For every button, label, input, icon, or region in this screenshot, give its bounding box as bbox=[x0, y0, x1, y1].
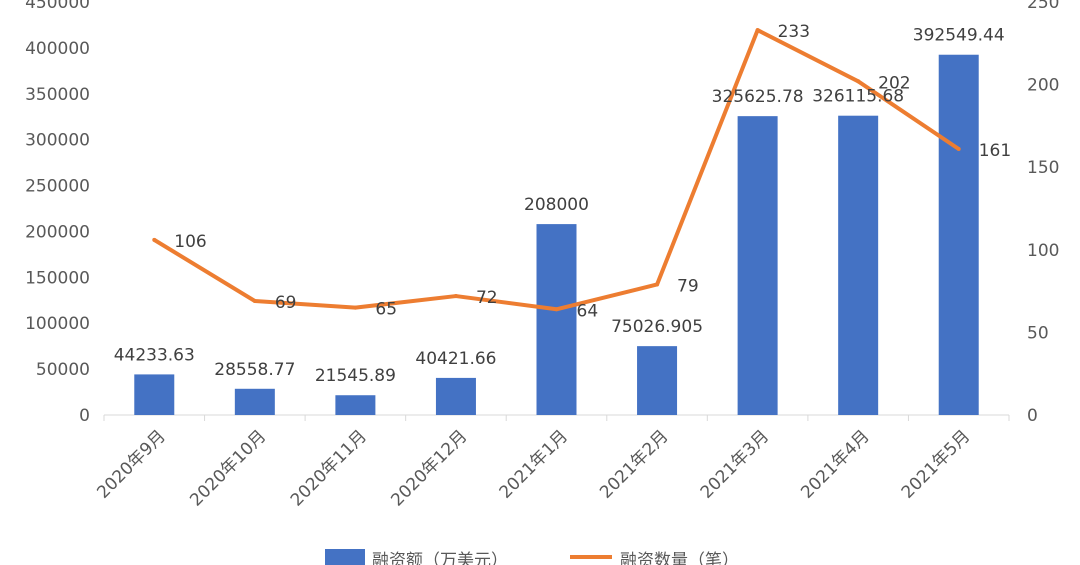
bar-series bbox=[134, 54, 979, 416]
data-labels: 44233.63 28558.77 21545.89 40421.66 208000 75… bbox=[114, 22, 1011, 386]
y-left-tick-label: 200000 bbox=[25, 222, 90, 242]
bar-data-label: 392549.44 bbox=[913, 26, 1005, 46]
line-point bbox=[755, 28, 760, 33]
bar-data-label: 208000 bbox=[524, 195, 589, 215]
y-right-tick-label: 250 bbox=[1027, 0, 1059, 13]
line-data-label: 69 bbox=[275, 293, 297, 313]
x-tick-label: 2020年11月 bbox=[287, 426, 371, 510]
line-data-label: 64 bbox=[577, 301, 599, 321]
line-point bbox=[956, 147, 961, 152]
bar bbox=[838, 115, 879, 415]
y-left-tick-label: 150000 bbox=[25, 268, 90, 288]
y-left-tick-label: 0 bbox=[79, 406, 90, 426]
bar-data-label: 28558.77 bbox=[214, 360, 295, 380]
y-right-tick-label: 50 bbox=[1027, 323, 1049, 343]
y-left-tick-label: 300000 bbox=[25, 131, 90, 151]
x-tick-label: 2020年9月 bbox=[93, 426, 169, 502]
bar-data-label: 21545.89 bbox=[315, 366, 396, 386]
line-data-label: 233 bbox=[778, 22, 810, 42]
x-tick-label: 2021年3月 bbox=[697, 426, 773, 502]
y-left-tick-label: 350000 bbox=[25, 85, 90, 105]
bar bbox=[637, 346, 678, 415]
bar bbox=[737, 116, 778, 416]
line-point bbox=[655, 282, 660, 287]
bar-data-label: 40421.66 bbox=[415, 349, 496, 369]
legend-label-bar: 融资额（万美元） bbox=[372, 551, 508, 565]
line-point bbox=[856, 79, 861, 84]
x-tick-label: 2020年10月 bbox=[186, 426, 270, 510]
bar bbox=[134, 374, 175, 415]
bar-data-label: 326115.68 bbox=[812, 87, 904, 107]
x-tick-label: 2021年5月 bbox=[898, 426, 974, 502]
line-point bbox=[353, 305, 358, 310]
y-left-tick-label: 100000 bbox=[25, 314, 90, 334]
y-left-tick-label: 400000 bbox=[25, 39, 90, 59]
y-left-tick-label: 250000 bbox=[25, 177, 90, 197]
y-left-tick-label: 50000 bbox=[36, 360, 90, 380]
y-left-tick-label: 450000 bbox=[25, 0, 90, 13]
legend-swatch-bar bbox=[325, 549, 365, 565]
x-tick-label: 2021年2月 bbox=[596, 426, 672, 502]
bar-data-label: 44233.63 bbox=[114, 345, 195, 365]
legend-label-line: 融资数量（笔） bbox=[620, 551, 739, 565]
line-data-label: 72 bbox=[476, 288, 498, 308]
line-series bbox=[152, 28, 961, 312]
line-data-label: 106 bbox=[174, 232, 206, 252]
bar bbox=[435, 377, 476, 415]
line-data-label: 79 bbox=[677, 276, 699, 296]
bar bbox=[938, 54, 979, 416]
bar-data-label: 75026.905 bbox=[611, 317, 703, 337]
line-point bbox=[554, 307, 559, 312]
line-point bbox=[152, 237, 157, 242]
line-point bbox=[453, 294, 458, 299]
y-right-tick-label: 100 bbox=[1027, 241, 1059, 261]
bar bbox=[234, 388, 275, 415]
x-tick-label: 2020年12月 bbox=[387, 426, 471, 510]
line-data-label: 161 bbox=[979, 141, 1011, 161]
line-point bbox=[252, 299, 257, 304]
bar-data-label: 325625.78 bbox=[712, 87, 804, 107]
y-right-tick-label: 0 bbox=[1027, 406, 1038, 426]
legend: 融资额（万美元） 融资数量（笔） bbox=[325, 549, 739, 565]
y-right-tick-label: 150 bbox=[1027, 158, 1059, 178]
x-tick-label: 2021年4月 bbox=[797, 426, 873, 502]
line-data-label: 202 bbox=[878, 73, 910, 93]
y-right-tick-label: 200 bbox=[1027, 76, 1059, 96]
bar bbox=[536, 224, 577, 415]
bar bbox=[335, 395, 376, 415]
line-data-label: 65 bbox=[375, 300, 397, 320]
x-tick-label: 2021年1月 bbox=[496, 426, 572, 502]
